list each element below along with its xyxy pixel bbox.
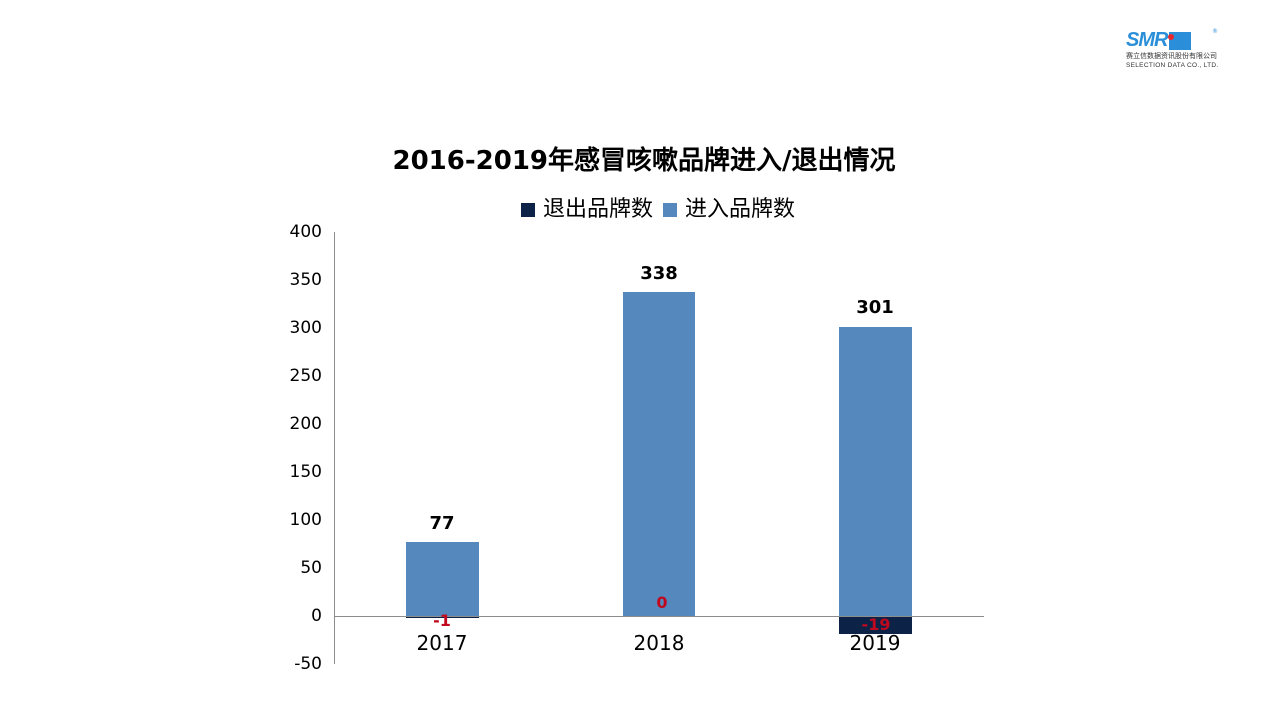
y-tick: -50 [294, 654, 322, 674]
bar-enter-2017 [406, 542, 479, 616]
logo-company-en: SELECTION DATA CO., LTD. [1126, 62, 1219, 69]
logo-bar [1169, 32, 1192, 50]
y-tick: 200 [289, 414, 322, 434]
x-label-2017: 2017 [416, 631, 468, 655]
x-label-2019: 2019 [849, 631, 901, 655]
y-tick: 0 [311, 606, 322, 626]
y-axis [334, 232, 335, 664]
data-label-exit-2017: -1 [433, 611, 451, 630]
legend-label-enter: 进入品牌数 [685, 197, 796, 222]
y-tick: 50 [300, 558, 322, 578]
company-logo: SMR ® 赛立信数据资讯股份有限公司 SELECTION DATA CO., … [1124, 28, 1236, 74]
logo-company-cn: 赛立信数据资讯股份有限公司 [1126, 52, 1217, 60]
chart-title: 2016-2019年感冒咳嗽品牌进入/退出情况 [392, 146, 896, 176]
y-tick: 400 [289, 222, 322, 242]
x-axis [334, 616, 984, 617]
logo-dot-icon [1168, 34, 1174, 40]
bar-enter-2018 [623, 292, 695, 616]
legend-item-enter: 进入品牌数 [663, 195, 795, 225]
legend-swatch-exit [520, 203, 535, 217]
logo-letters: SMR [1126, 29, 1168, 51]
bar-enter-2019 [839, 327, 912, 616]
y-tick: 300 [289, 318, 322, 338]
y-tick: 100 [289, 510, 322, 530]
bar-exit-2019 [839, 616, 912, 634]
bar-exit-2017 [406, 616, 479, 618]
data-label-exit-2019: -19 [861, 615, 891, 634]
data-label-enter-2018: 338 [640, 263, 678, 284]
legend-swatch-enter [663, 203, 677, 217]
y-tick: 250 [289, 366, 322, 386]
registered-mark: ® [1212, 28, 1218, 35]
chart-legend: 退出品牌数 进入品牌数 [0, 195, 1280, 225]
legend-item-exit: 退出品牌数 [520, 195, 653, 225]
y-tick: 150 [289, 462, 322, 482]
data-label-enter-2019: 301 [856, 297, 894, 318]
logo-mark: SMR [1126, 29, 1192, 51]
legend-label-exit: 退出品牌数 [542, 197, 653, 222]
y-tick: 350 [289, 270, 322, 290]
data-label-enter-2017: 77 [429, 513, 455, 534]
x-label-2018: 2018 [633, 631, 685, 655]
data-label-exit-2018: 0 [656, 593, 668, 612]
